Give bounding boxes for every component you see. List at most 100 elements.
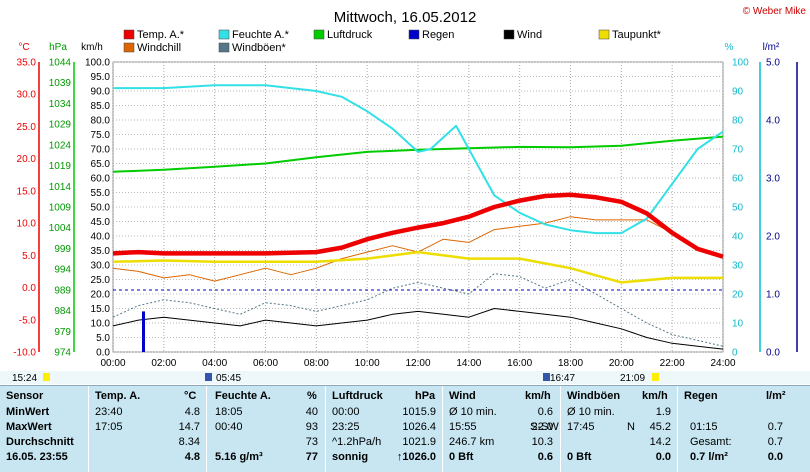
table-cell-luft-t: sonnig — [332, 451, 369, 463]
table-cell-boe-v: 1.9 — [655, 406, 671, 418]
header-windboeen-unit: km/h — [642, 390, 668, 402]
x-tick-label: 06:00 — [253, 358, 278, 369]
y-tick-label-temp: 30.0 — [17, 90, 37, 101]
x-tick-label: 18:00 — [558, 358, 583, 369]
y-tick-label-hpa: 1004 — [49, 223, 72, 234]
header-wind: Wind — [449, 390, 476, 402]
table-cell-feu-t: 5.16 g/m³ — [215, 451, 263, 463]
series-luftdruck — [112, 135, 724, 173]
x-tick-label: 20:00 — [609, 358, 634, 369]
y-tick-label-pct: 10 — [732, 319, 744, 330]
table-cell-boe-l: 0 Bft — [567, 451, 592, 463]
plot-area — [112, 84, 724, 352]
timeline-marker-icon — [543, 373, 550, 381]
table-cell-feu-v: 73 — [305, 436, 318, 448]
table-cell-boe-m: N — [627, 421, 635, 433]
table-cell-wind-l: 246.7 km — [449, 436, 495, 448]
legend-label: Luftdruck — [327, 29, 373, 41]
y-tick-label-pct: 60 — [732, 174, 744, 185]
x-tick-label: 24:00 — [710, 358, 735, 369]
table-cell-wind-l: 15:55 — [449, 421, 477, 433]
y-tick-label-rain: 1.0 — [766, 290, 780, 301]
x-tick-label: 10:00 — [355, 358, 380, 369]
y-tick-label-temp: 5.0 — [22, 251, 36, 262]
y-tick-label-hpa: 989 — [54, 285, 71, 296]
timeline-marker-icon — [205, 373, 212, 381]
timeline-sunrise: 05:45 — [216, 373, 241, 384]
y-tick-label-kmh: 45.0 — [91, 217, 111, 228]
series-tempa — [112, 192, 724, 259]
y-tick-label-kmh: 0.0 — [96, 348, 110, 359]
y-tick-label-temp: -5.0 — [19, 315, 37, 326]
y-tick-label-pct: 100 — [732, 58, 749, 69]
series-feuchtea — [113, 84, 724, 235]
table-cell-feu-v: 93 — [305, 421, 318, 433]
y-tick-label-hpa: 1024 — [49, 140, 72, 151]
table-cell-boe-v: 45.2 — [649, 421, 671, 433]
legend-swatch — [503, 29, 515, 40]
legend-swatch — [218, 29, 230, 40]
y-tick-label-kmh: 15.0 — [91, 304, 111, 315]
table-cell-label: MaxWert — [6, 421, 52, 433]
y-tick-label-hpa: 1034 — [49, 99, 72, 110]
table-cell-luft-t: 23:25 — [332, 421, 360, 433]
weather-chart: Mittwoch, 16.05.2012 © Weber Mike Temp. … — [0, 6, 810, 384]
timeline-marker-icon — [43, 373, 50, 381]
legend-label: Regen — [422, 29, 454, 41]
y-tick-label-kmh: 5.0 — [96, 333, 110, 344]
header-feuchte: Feuchte A. — [215, 390, 271, 402]
table-cell-wind-m: S-SW — [530, 421, 559, 433]
y-tick-label-kmh: 65.0 — [91, 159, 111, 170]
table-cell-regen-l: 0.7 l/m² — [690, 451, 728, 463]
rain-bar — [142, 311, 145, 352]
legend-swatch — [123, 42, 135, 53]
header-feuchte-unit: % — [307, 390, 317, 402]
y-tick-label-pct: 0 — [732, 348, 738, 359]
copyright-label: © Weber Mike — [743, 6, 807, 17]
table-cell-boe-l: Ø 10 min. — [567, 406, 615, 418]
y-tick-label-hpa: 979 — [54, 327, 71, 338]
table-cell-feu-t: 00:40 — [215, 421, 243, 433]
y-axis-label-pct: % — [725, 42, 734, 53]
table-row: 16.05. 23:55 4.8 5.16 g/m³ 77 sonnig ↑1026.0 0… — [0, 451, 810, 466]
table-cell-feu-v: 77 — [305, 451, 318, 463]
chart-legend: Temp. A.* Feuchte A.* Luftdruck Regen Wind Ta… — [123, 29, 662, 54]
legend-label: Wind — [517, 29, 542, 41]
legend-swatch — [218, 42, 230, 53]
y-tick-label-kmh: 100.0 — [85, 58, 110, 69]
legend-swatch — [408, 29, 420, 40]
table-cell-boe-v: 14.2 — [649, 436, 671, 448]
y-tick-label-pct: 80 — [732, 116, 744, 127]
y-tick-label-kmh: 70.0 — [91, 145, 111, 156]
y-tick-label-hpa: 999 — [54, 244, 71, 255]
x-tick-label: 04:00 — [202, 358, 227, 369]
table-cell-luft-t: 00:00 — [332, 406, 360, 418]
chart-title: Mittwoch, 16.05.2012 — [334, 9, 477, 26]
table-cell-wind-v: 22.0 — [531, 421, 553, 433]
header-temp: Temp. A. — [95, 390, 141, 402]
y-tick-label-rain: 2.0 — [766, 232, 780, 243]
series-windben — [112, 273, 724, 347]
timeline-left-time: 15:24 — [12, 373, 37, 384]
y-tick-label-rain: 4.0 — [766, 116, 780, 127]
header-luftdruck-unit: hPa — [415, 390, 436, 402]
header-sensor: Sensor — [6, 390, 44, 402]
table-row: MaxWert 17:05 14.7 00:40 93 23:25 1026.4 15:55 S… — [0, 421, 810, 436]
table-cell-temp-v: 8.34 — [178, 436, 200, 448]
y-tick-label-kmh: 25.0 — [91, 275, 111, 286]
y-tick-label-rain: 0.0 — [766, 348, 780, 359]
table-cell-label: Durchschnitt — [6, 436, 74, 448]
y-tick-label-hpa: 1014 — [49, 182, 72, 193]
y-tick-label-kmh: 80.0 — [91, 116, 111, 127]
y-tick-label-temp: 25.0 — [17, 122, 37, 133]
table-cell-temp-v: 14.7 — [178, 421, 200, 433]
series-taupunkt — [112, 250, 723, 284]
y-axis-label-hpa: hPa — [49, 42, 67, 53]
timeline-marker-icon — [652, 373, 659, 381]
table-cell-wind-l: 0 Bft — [449, 451, 474, 463]
y-tick-label-kmh: 30.0 — [91, 261, 111, 272]
header-regen: Regen — [684, 390, 718, 402]
header-wind-unit: km/h — [525, 390, 551, 402]
table-cell-luft-t: ^1.2hPa/h — [332, 436, 382, 448]
series-wind — [112, 308, 724, 350]
